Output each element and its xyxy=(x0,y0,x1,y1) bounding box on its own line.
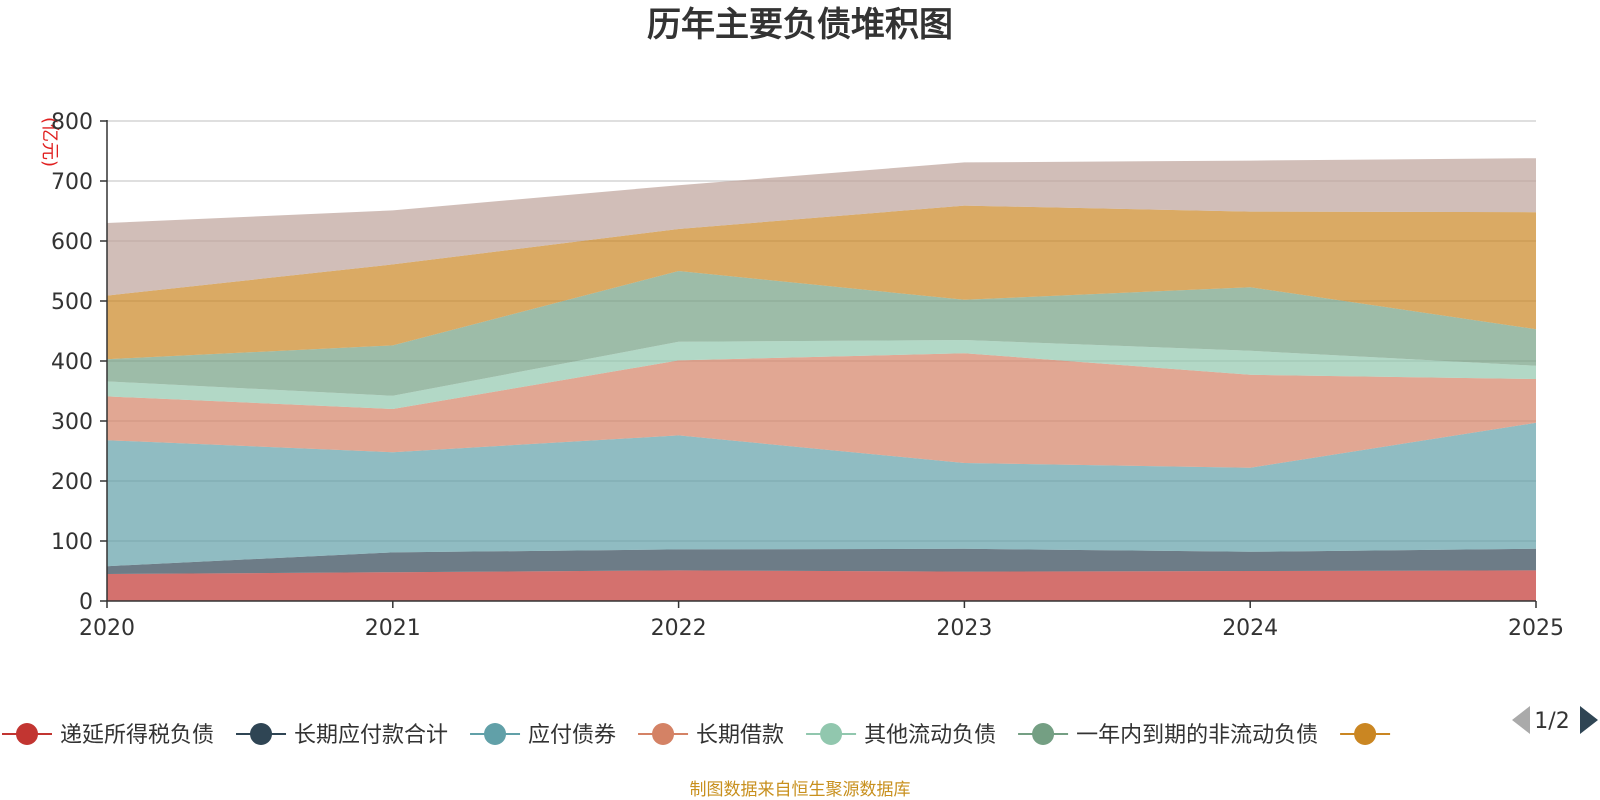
data-source-note: 制图数据来自恒生聚源数据库 xyxy=(690,780,911,800)
area-series-group xyxy=(107,158,1536,601)
x-tick-label: 2020 xyxy=(79,616,135,641)
y-tick-label: 700 xyxy=(51,170,93,195)
legend-item[interactable] xyxy=(1340,723,1391,745)
legend-label: 长期借款 xyxy=(696,723,784,748)
legend-label: 长期应付款合计 xyxy=(294,723,448,748)
legend-label: 一年内到期的非流动负债 xyxy=(1076,723,1318,748)
x-tick-label: 2022 xyxy=(651,616,707,641)
legend-label: 其他流动负债 xyxy=(864,723,996,748)
x-tick-label: 2023 xyxy=(936,616,992,641)
legend-marker-icon xyxy=(16,723,38,745)
x-tick-label: 2024 xyxy=(1222,616,1278,641)
legend-marker-icon xyxy=(1032,723,1055,745)
y-tick-label: 0 xyxy=(79,590,93,615)
y-tick-label: 400 xyxy=(51,350,93,375)
x-tick-label: 2021 xyxy=(365,616,421,641)
legend-marker-icon xyxy=(250,723,273,745)
area-series-4 xyxy=(107,353,1536,468)
y-tick-label: 200 xyxy=(51,470,93,495)
y-tick-label: 300 xyxy=(51,410,93,435)
y-tick-label: 500 xyxy=(51,290,93,315)
legend-page-indicator: 1/2 xyxy=(1534,709,1569,734)
legend-label: 递延所得税负债 xyxy=(60,723,214,748)
area-series-5 xyxy=(107,340,1536,409)
legend-item[interactable]: 其他流动负债 xyxy=(806,723,996,748)
legend[interactable]: 递延所得税负债 长期应付款合计 应付债券 长期借款 其他流动负债 一年内到期的非流动负债 xyxy=(2,723,1391,748)
legend-next-page-icon[interactable] xyxy=(1580,706,1598,734)
legend-label: 应付债券 xyxy=(528,723,616,748)
legend-pager: 1/2 xyxy=(1512,706,1598,734)
x-tick-label: 2025 xyxy=(1508,616,1564,641)
legend-marker-icon xyxy=(1354,723,1377,745)
area-series-8 xyxy=(107,158,1536,296)
y-axis-unit-label: (亿元) xyxy=(39,117,60,167)
area-series-2 xyxy=(107,548,1536,574)
legend-marker-icon xyxy=(820,723,843,745)
y-tick-label: 100 xyxy=(51,530,93,555)
area-series-3 xyxy=(107,422,1536,567)
legend-prev-page-icon[interactable] xyxy=(1512,706,1530,734)
legend-marker-icon xyxy=(484,723,507,745)
area-series-7 xyxy=(107,205,1536,360)
area-series-1 xyxy=(107,570,1536,601)
area-series-6 xyxy=(107,271,1536,396)
axes: 0 100 200 300 400 500 600 700 800 2020 2021 2022 202… xyxy=(51,110,1564,641)
legend-item[interactable]: 一年内到期的非流动负债 xyxy=(1018,723,1318,748)
chart-title: 历年主要负债堆积图 xyxy=(647,5,953,45)
legend-marker-icon xyxy=(652,723,675,745)
legend-item[interactable]: 长期借款 xyxy=(638,723,784,748)
legend-item[interactable]: 应付债券 xyxy=(470,723,616,748)
legend-item[interactable]: 长期应付款合计 xyxy=(236,723,448,748)
y-tick-label: 800 xyxy=(51,110,93,135)
y-tick-label: 600 xyxy=(51,230,93,255)
legend-item[interactable]: 递延所得税负债 xyxy=(2,723,214,748)
